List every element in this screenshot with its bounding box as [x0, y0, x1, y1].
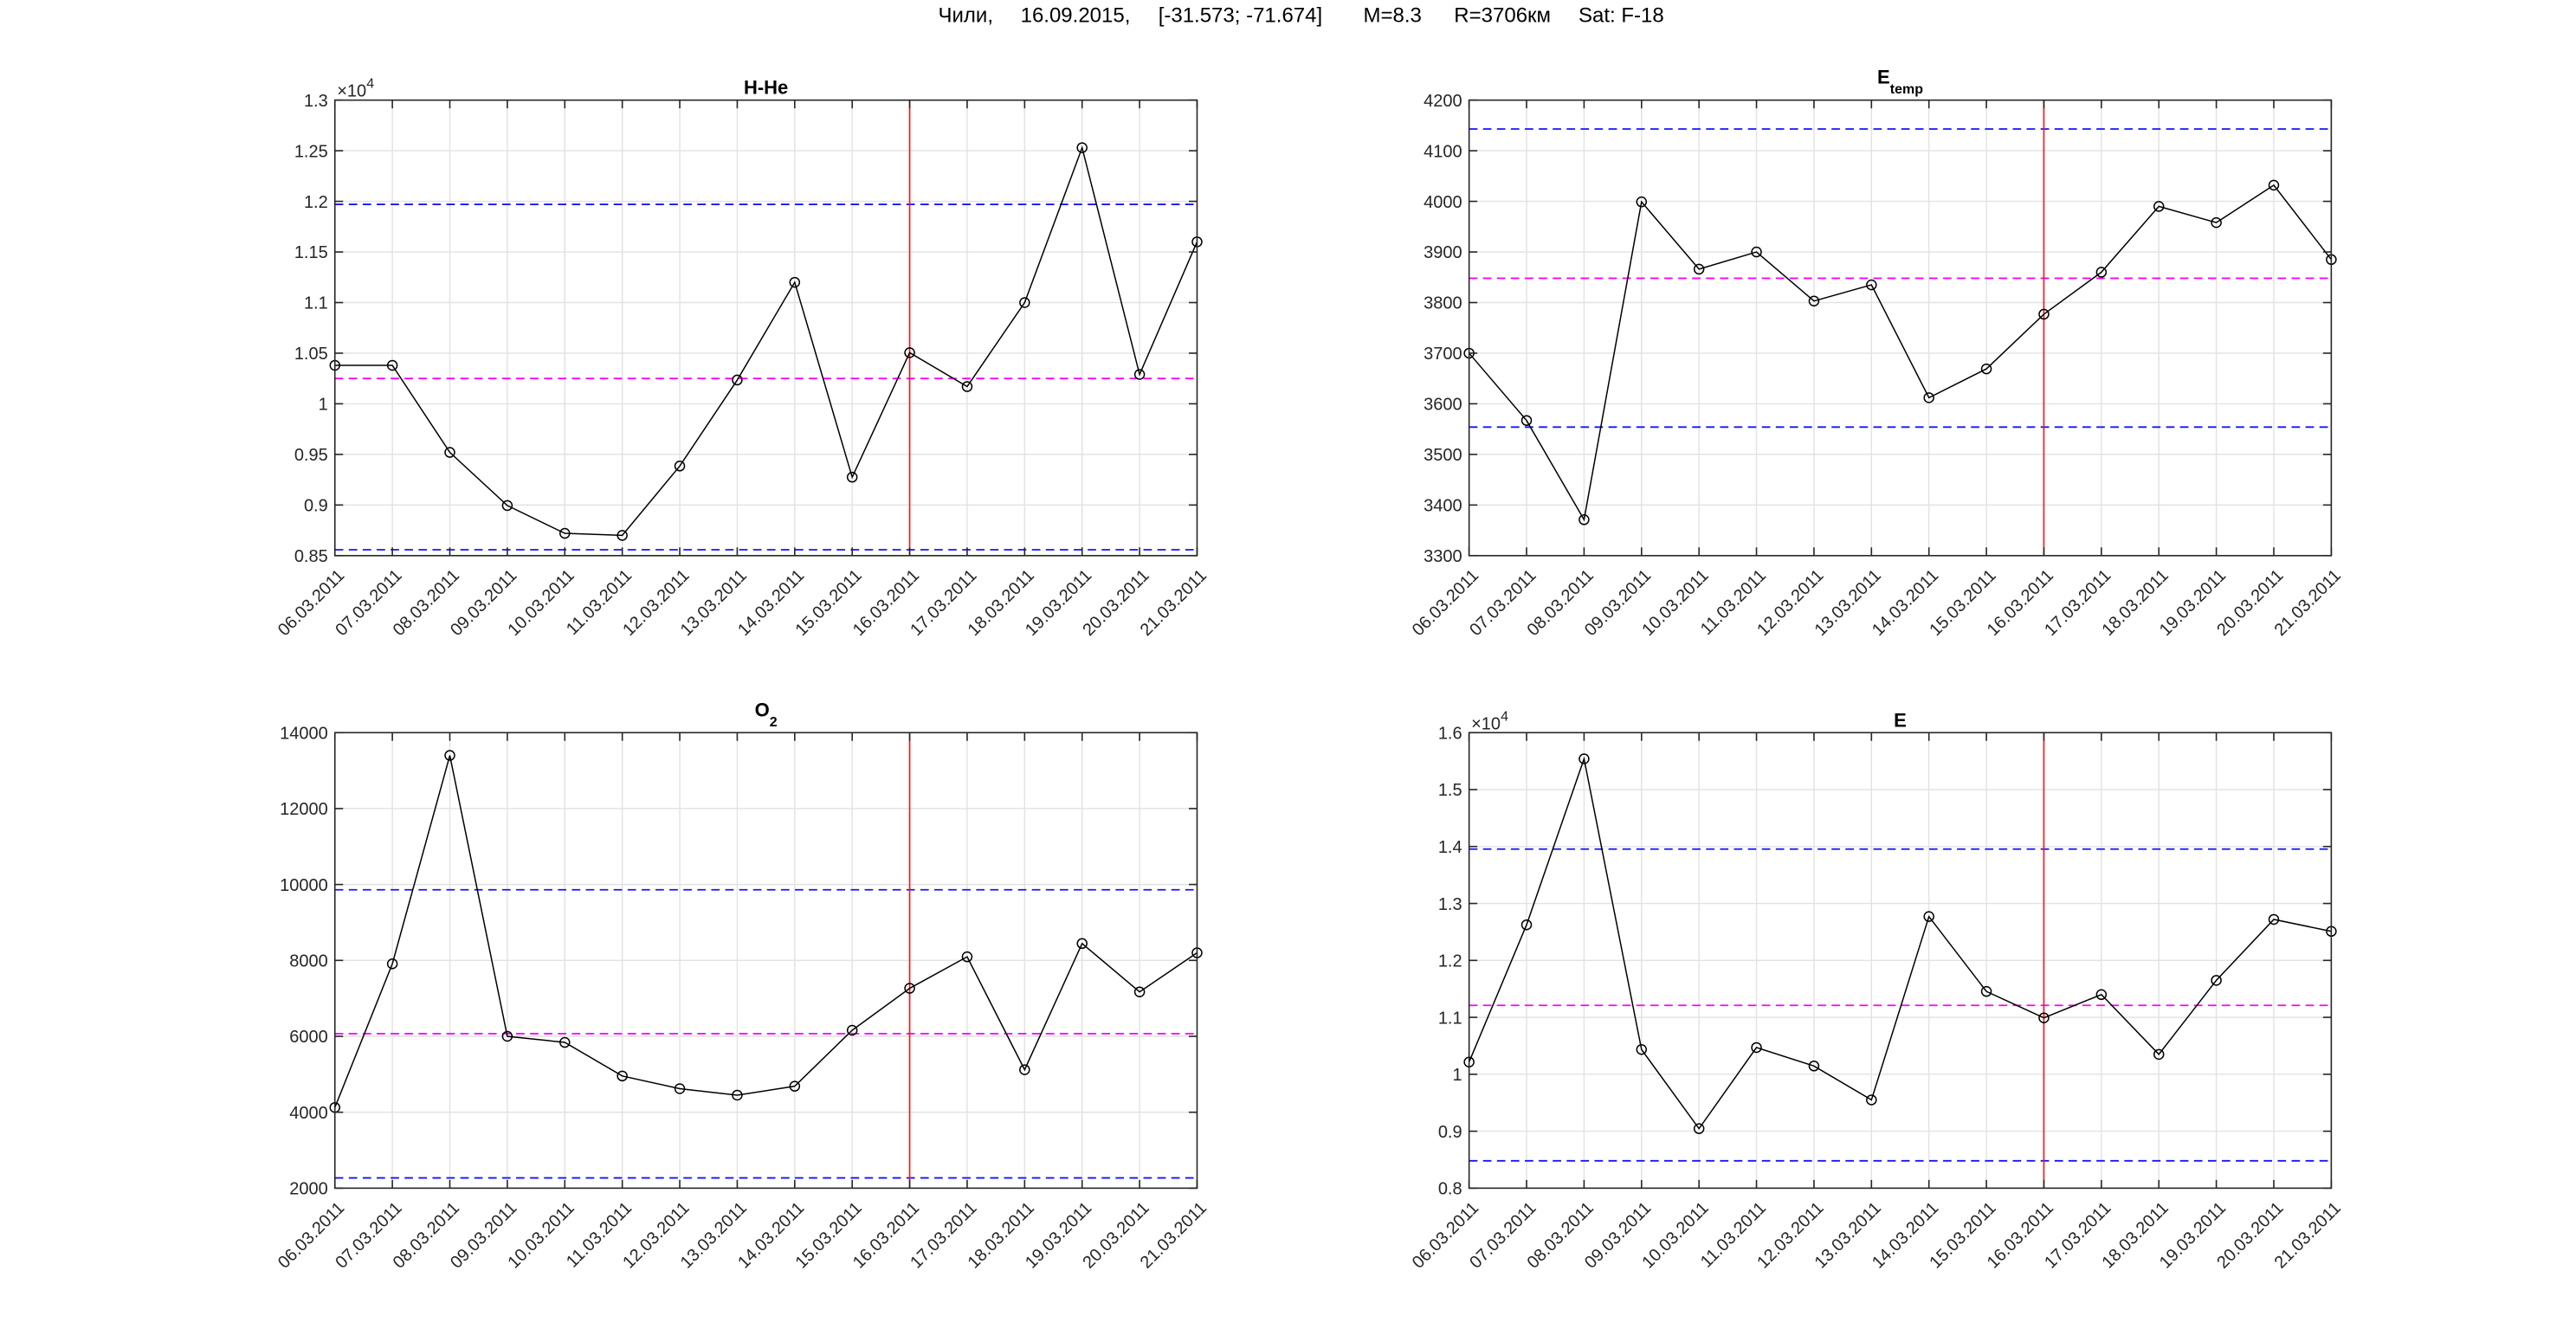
- svg-text:1.25: 1.25: [294, 142, 328, 161]
- svg-text:1.6: 1.6: [1438, 724, 1462, 743]
- svg-text:0.9: 0.9: [304, 497, 328, 516]
- svg-text:H-He: H-He: [744, 77, 788, 99]
- svg-text:0.8: 0.8: [1438, 1180, 1462, 1199]
- svg-text:1.2: 1.2: [1438, 952, 1462, 971]
- svg-text:3700: 3700: [1424, 345, 1462, 364]
- svg-text:4000: 4000: [289, 1104, 328, 1123]
- svg-text:1.1: 1.1: [304, 294, 328, 313]
- svg-text:1.5: 1.5: [1438, 781, 1462, 800]
- svg-text:10000: 10000: [280, 876, 328, 895]
- svg-text:0.85: 0.85: [294, 547, 328, 566]
- svg-text:1.4: 1.4: [1438, 838, 1462, 857]
- svg-text:16.09.2015,: 16.09.2015,: [1021, 4, 1131, 28]
- svg-text:1.3: 1.3: [304, 92, 328, 111]
- svg-text:3800: 3800: [1424, 294, 1462, 313]
- svg-text:Etemp: Etemp: [1877, 67, 1923, 98]
- svg-text:4200: 4200: [1424, 92, 1462, 111]
- svg-text:3300: 3300: [1424, 547, 1462, 566]
- svg-text:1.1: 1.1: [1438, 1009, 1462, 1028]
- svg-text:1: 1: [319, 396, 328, 415]
- svg-text:O2: O2: [755, 699, 778, 730]
- svg-text:3400: 3400: [1424, 497, 1462, 516]
- svg-text:4100: 4100: [1424, 142, 1462, 161]
- svg-text:E: E: [1894, 709, 1907, 731]
- svg-text:12000: 12000: [280, 800, 328, 819]
- svg-text:M=8.3: M=8.3: [1364, 4, 1422, 28]
- svg-text:8000: 8000: [289, 952, 328, 971]
- svg-text:0.95: 0.95: [294, 446, 328, 465]
- svg-text:1: 1: [1453, 1066, 1462, 1085]
- svg-text:Sat: F-18: Sat: F-18: [1579, 4, 1664, 28]
- svg-text:4000: 4000: [1424, 193, 1462, 212]
- svg-text:14000: 14000: [280, 724, 328, 743]
- svg-text:3900: 3900: [1424, 243, 1462, 262]
- svg-text:[-31.573; -71.674]: [-31.573; -71.674]: [1159, 4, 1322, 28]
- svg-text:1.05: 1.05: [294, 345, 328, 364]
- svg-text:3500: 3500: [1424, 446, 1462, 465]
- svg-text:1.15: 1.15: [294, 243, 328, 262]
- svg-text:1.2: 1.2: [304, 193, 328, 212]
- svg-text:3600: 3600: [1424, 396, 1462, 415]
- svg-text:6000: 6000: [289, 1028, 328, 1047]
- svg-text:Чили,: Чили,: [939, 4, 993, 28]
- svg-text:2000: 2000: [289, 1180, 328, 1199]
- svg-text:1.3: 1.3: [1438, 895, 1462, 914]
- svg-text:R=3706км: R=3706км: [1454, 4, 1551, 28]
- svg-text:0.9: 0.9: [1438, 1123, 1462, 1142]
